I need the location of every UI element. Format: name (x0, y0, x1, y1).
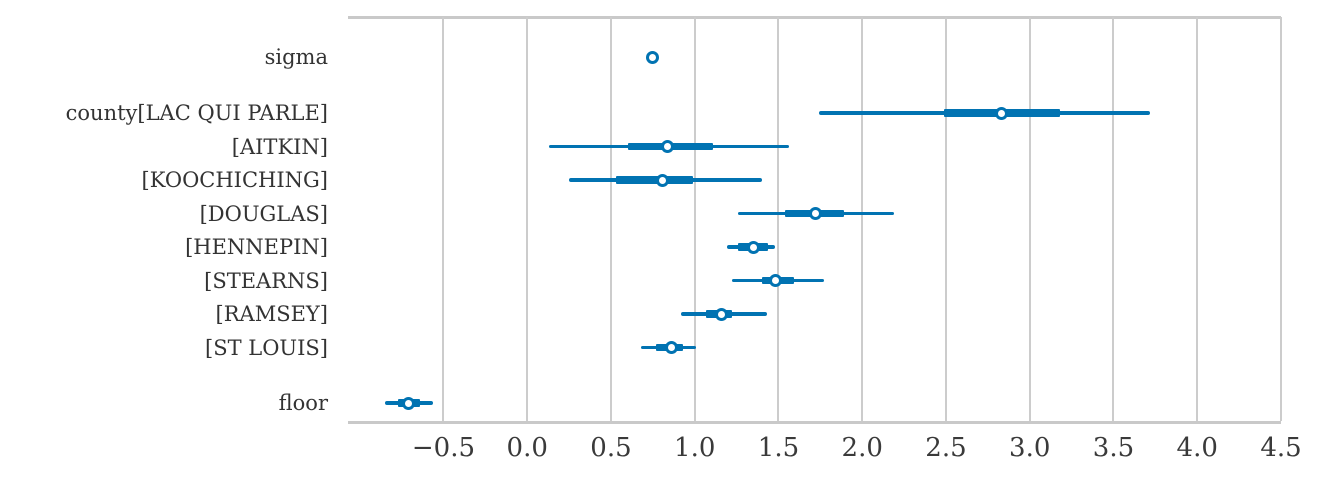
x-gridline (442, 17, 445, 421)
x-gridline (1112, 17, 1115, 421)
row-label: county[LAC QUI PARLE] (65, 101, 328, 125)
point-estimate-marker (768, 274, 782, 287)
x-gridline (1196, 17, 1199, 421)
row-label: [KOOCHICHING] (141, 168, 328, 192)
point-estimate-marker (664, 341, 678, 354)
row-label: sigma (264, 45, 328, 69)
point-estimate-marker (656, 173, 670, 187)
x-tick-label: 3.0 (1009, 433, 1051, 463)
point-estimate-marker (808, 207, 822, 220)
point-estimate-marker (646, 50, 660, 64)
x-tick-label: 3.5 (1092, 433, 1135, 463)
x-tick-label: 4.0 (1176, 433, 1218, 463)
x-gridline (1028, 17, 1031, 421)
x-gridline (777, 17, 780, 421)
x-tick-label: 2.0 (841, 433, 883, 463)
top-spine (348, 16, 1281, 19)
x-gridline (861, 17, 864, 421)
point-estimate-marker (401, 396, 415, 410)
row-label: floor (278, 391, 328, 415)
interval-thick (616, 176, 694, 184)
x-tick-label: 2.5 (925, 433, 967, 463)
x-gridline (526, 17, 529, 421)
x-gridline (1280, 17, 1282, 421)
bottom-spine (348, 421, 1281, 424)
row-label: [RAMSEY] (215, 302, 328, 326)
x-gridline (944, 17, 947, 421)
x-tick-label: 0.0 (506, 433, 548, 463)
row-label: [AITKIN] (231, 134, 328, 159)
point-estimate-marker (746, 240, 760, 254)
x-gridline (693, 17, 696, 421)
x-tick-label: 4.5 (1260, 433, 1302, 463)
x-tick-label: 1.0 (674, 433, 716, 463)
row-label: [ST LOUIS] (205, 335, 328, 360)
row-label: [HENNEPIN] (185, 235, 328, 259)
point-estimate-marker (994, 106, 1008, 120)
x-tick-label: 1.5 (757, 433, 800, 463)
row-label: [STEARNS] (204, 268, 328, 293)
x-gridline (609, 17, 612, 421)
x-tick-label: 0.5 (590, 433, 632, 463)
point-estimate-marker (661, 140, 675, 153)
x-tick-label: −0.5 (411, 433, 476, 463)
point-estimate-marker (715, 307, 729, 321)
row-label: [DOUGLAS] (199, 201, 328, 226)
